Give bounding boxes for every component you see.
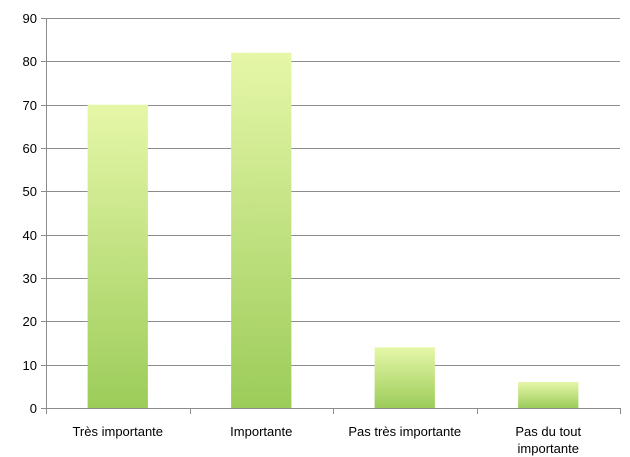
y-tick-label-80: 80: [23, 54, 37, 69]
y-tick-label-20: 20: [23, 314, 37, 329]
y-tick-label-50: 50: [23, 184, 37, 199]
y-tick-label-90: 90: [23, 11, 37, 26]
bar-3: [374, 347, 435, 408]
x-tick-label-3: Pas très importante: [348, 424, 461, 439]
y-tick-label-60: 60: [23, 141, 37, 156]
bar-2: [231, 52, 292, 409]
axes: [46, 18, 621, 414]
y-tick-label-70: 70: [23, 98, 37, 113]
y-tick-label-0: 0: [30, 401, 37, 416]
x-tick-label-4: Pas du tout importante: [515, 424, 581, 456]
y-tick-label-30: 30: [23, 271, 37, 286]
x-tick-label-2: Importante: [230, 424, 292, 439]
y-axis-ticks: 0 10 20 30 40 50 60 70 80 90: [23, 11, 46, 416]
bars: [87, 52, 579, 409]
x-axis-labels: Très importante Importante Pas très import…: [72, 424, 581, 456]
x-tick-label-1: Très importante: [72, 424, 163, 439]
y-tick-label-40: 40: [23, 228, 37, 243]
y-tick-label-10: 10: [23, 358, 37, 373]
bar-1: [87, 104, 148, 409]
bar-4: [518, 382, 579, 408]
